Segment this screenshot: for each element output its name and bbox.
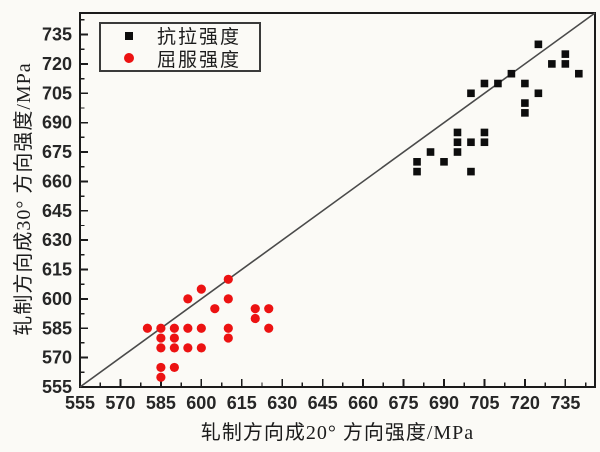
data-point-tensile [467,138,475,147]
tensile-square-marker-icon [125,31,133,40]
data-point-yield [250,304,260,314]
data-point-tensile [440,158,448,166]
data-point-tensile [413,167,421,176]
legend-box: 抗拉强度 屈服强度 [99,22,261,72]
data-point-tensile [534,89,543,98]
y-tick-label: 645 [42,201,72,221]
data-point-tensile [521,99,529,107]
y-tick-label: 690 [42,113,72,133]
legend-item-tensile: 抗拉强度 [101,25,259,49]
data-point-yield [183,343,193,353]
data-point-tensile [453,138,462,147]
data-point-tensile [521,79,529,88]
data-point-yield [223,294,233,304]
data-point-yield [264,304,274,314]
data-point-yield [142,323,153,333]
x-tick-label: 615 [227,393,257,413]
data-point-tensile [561,50,570,58]
data-point-tensile [521,109,529,117]
data-point-yield [196,323,206,333]
data-point-tensile [480,79,489,88]
x-tick-label: 660 [348,393,378,413]
data-point-yield [169,323,179,333]
y-tick-label: 585 [42,318,72,338]
x-tick-label: 675 [389,393,419,413]
data-point-tensile [467,167,475,176]
y-tick-label: 600 [42,289,72,309]
legend-label-tensile: 抗拉强度 [157,27,242,49]
data-point-tensile [480,128,489,137]
data-point-yield [169,362,179,373]
legend-marker-cell [101,53,157,64]
yield-circle-marker-icon [124,53,134,64]
data-point-yield [156,343,166,353]
x-tick-label: 600 [186,393,216,413]
x-tick-label: 645 [308,393,338,413]
data-point-yield [210,304,220,314]
data-point-yield [250,313,260,324]
y-tick-label: 615 [42,260,72,280]
y-tick-label: 570 [42,348,72,368]
data-point-tensile [507,69,516,78]
legend-label-yield: 屈服强度 [157,49,242,71]
data-point-yield [223,323,233,333]
data-point-tensile [426,148,435,156]
data-point-yield [264,323,274,333]
data-point-yield [169,343,179,353]
data-point-tensile [413,158,421,166]
data-point-yield [156,362,166,373]
data-point-yield [196,343,206,353]
data-point-yield [156,323,166,333]
x-tick-label: 570 [105,393,135,413]
data-point-tensile [467,89,475,98]
data-point-yield [156,333,166,343]
x-tick-label: 585 [146,393,176,413]
x-tick-label: 705 [469,393,499,413]
y-axis-label: 轧制方向成30° 方向强度/MPa [13,62,35,336]
data-point-tensile [561,60,570,68]
data-point-yield [156,372,166,382]
y-tick-label: 735 [42,25,72,45]
legend-item-yield: 屈服强度 [101,47,259,71]
y-tick-label: 660 [42,171,72,191]
y-tick-label: 555 [42,377,72,397]
x-tick-label: 735 [550,393,580,413]
y-tick-label: 630 [42,230,72,250]
data-point-tensile [480,138,489,147]
data-point-yield [223,274,233,284]
y-tick-label: 705 [42,83,72,103]
y-tick-label: 720 [42,54,72,74]
x-axis-label: 轧制方向成20° 方向强度/MPa [200,422,475,444]
y-tick-label: 675 [42,142,72,162]
x-tick-label: 630 [267,393,297,413]
data-point-tensile [494,79,502,88]
data-point-tensile [534,40,543,49]
data-point-yield [183,294,193,304]
data-point-tensile [453,148,462,156]
data-point-yield [169,333,179,343]
data-point-tensile [453,128,462,137]
y-axis-label-wrap: 轧制方向成30° 方向强度/MPa [7,12,35,386]
data-point-tensile [575,69,583,78]
x-tick-label: 555 [65,393,95,413]
data-point-yield [223,333,233,343]
data-point-yield [183,323,193,333]
data-point-tensile [548,60,556,68]
plot-frame [79,12,596,388]
data-point-yield [196,284,206,294]
x-tick-label: 720 [510,393,540,413]
x-tick-label: 690 [429,393,459,413]
legend-marker-cell [101,31,157,40]
